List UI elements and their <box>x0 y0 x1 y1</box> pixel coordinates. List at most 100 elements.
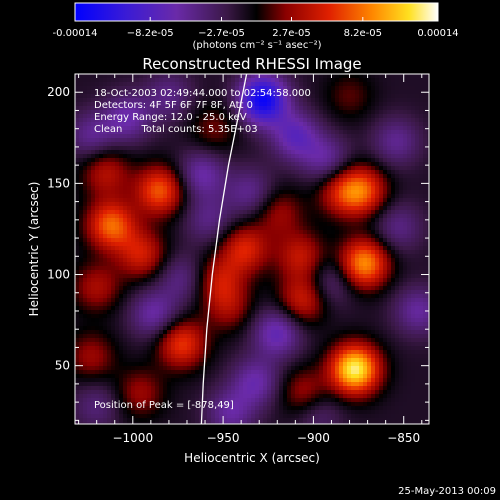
heatmap-cell <box>415 150 420 155</box>
heatmap-cell <box>323 230 328 235</box>
heatmap-cell <box>167 210 172 215</box>
heatmap-cell <box>95 198 100 203</box>
heatmap-cell <box>339 270 344 275</box>
heatmap-cell <box>227 202 232 207</box>
heatmap-cell <box>131 206 136 211</box>
heatmap-cell <box>383 102 388 107</box>
heatmap-cell <box>263 110 268 115</box>
heatmap-cell <box>311 202 316 207</box>
heatmap-cell <box>423 286 428 291</box>
heatmap-cell <box>155 226 160 231</box>
heatmap-cell <box>427 238 429 243</box>
heatmap-cell <box>207 154 212 159</box>
heatmap-cell <box>331 270 336 275</box>
heatmap-cell <box>119 274 124 279</box>
heatmap-cell <box>411 110 416 115</box>
heatmap-cell <box>199 90 204 95</box>
heatmap-cell <box>147 178 152 183</box>
heatmap-cell <box>263 170 268 175</box>
heatmap-cell <box>127 230 132 235</box>
heatmap-cell <box>407 294 412 299</box>
heatmap-cell <box>107 102 112 107</box>
heatmap-cell <box>379 154 384 159</box>
heatmap-cell <box>231 162 236 167</box>
heatmap-cell <box>367 206 372 211</box>
colorbar-tick-label: 8.2e-05 <box>344 28 382 39</box>
heatmap-cell <box>335 166 340 171</box>
heatmap-cell <box>427 170 429 175</box>
heatmap-cell <box>391 174 396 179</box>
heatmap-cell <box>131 166 136 171</box>
heatmap-cell <box>199 158 204 163</box>
heatmap-cell <box>83 262 88 267</box>
heatmap-cell <box>171 250 176 255</box>
heatmap-cell <box>331 102 336 107</box>
heatmap-cell <box>271 146 276 151</box>
heatmap-cell <box>271 162 276 167</box>
heatmap-cell <box>207 250 212 255</box>
heatmap-cell <box>243 114 248 119</box>
heatmap-cell <box>99 114 104 119</box>
heatmap-cell <box>299 202 304 207</box>
heatmap-cell <box>191 154 196 159</box>
heatmap-cell <box>131 146 136 151</box>
heatmap-cell <box>383 170 388 175</box>
heatmap-cell <box>147 82 152 87</box>
heatmap-cell <box>247 114 252 119</box>
heatmap-cell <box>251 238 256 243</box>
heatmap-cell <box>247 294 252 299</box>
heatmap-cell <box>123 126 128 131</box>
heatmap-cell <box>419 262 424 267</box>
heatmap-cell <box>187 286 192 291</box>
heatmap-cell <box>315 166 320 171</box>
heatmap-cell <box>323 210 328 215</box>
heatmap-cell <box>379 158 384 163</box>
heatmap-cell <box>255 142 260 147</box>
heatmap-cell <box>407 210 412 215</box>
colorbar-tick-label: -0.00014 <box>53 28 98 39</box>
heatmap-cell <box>363 78 368 83</box>
heatmap-cell <box>319 158 324 163</box>
heatmap-cell <box>347 150 352 155</box>
heatmap-cell <box>263 230 268 235</box>
heatmap-cell <box>343 186 348 191</box>
heatmap-cell <box>187 166 192 171</box>
heatmap-cell <box>267 114 272 119</box>
heatmap-cell <box>371 174 376 179</box>
heatmap-cell <box>83 142 88 147</box>
heatmap-cell <box>107 174 112 179</box>
heatmap-cell <box>323 78 328 83</box>
heatmap-cell <box>359 290 364 295</box>
heatmap-cell <box>271 142 276 147</box>
heatmap-cell <box>411 154 416 159</box>
heatmap-cell <box>119 130 124 135</box>
heatmap-cell <box>91 114 96 119</box>
heatmap-cell <box>111 274 116 279</box>
heatmap-cell <box>171 102 176 107</box>
heatmap-cell <box>111 242 116 247</box>
heatmap-cell <box>207 142 212 147</box>
heatmap-cell <box>155 122 160 127</box>
heatmap-cell <box>79 154 84 159</box>
heatmap-cell <box>147 230 152 235</box>
heatmap-cell <box>263 234 268 239</box>
heatmap-cell <box>287 178 292 183</box>
heatmap-cell <box>411 106 416 111</box>
heatmap-cell <box>411 158 416 163</box>
heatmap-cell <box>319 142 324 147</box>
heatmap-cell <box>359 246 364 251</box>
heatmap-cell <box>415 218 420 223</box>
heatmap-cell <box>407 110 412 115</box>
heatmap-cell <box>307 206 312 211</box>
heatmap-cell <box>211 222 216 227</box>
heatmap-cell <box>371 254 376 259</box>
heatmap-cell <box>255 242 260 247</box>
heatmap-cell <box>167 194 172 199</box>
heatmap-cell <box>95 242 100 247</box>
heatmap-cell <box>303 218 308 223</box>
heatmap-cell <box>119 74 124 79</box>
heatmap-cell <box>251 102 256 107</box>
heatmap-cell <box>387 242 392 247</box>
heatmap-cell <box>103 226 108 231</box>
heatmap-cell <box>251 218 256 223</box>
